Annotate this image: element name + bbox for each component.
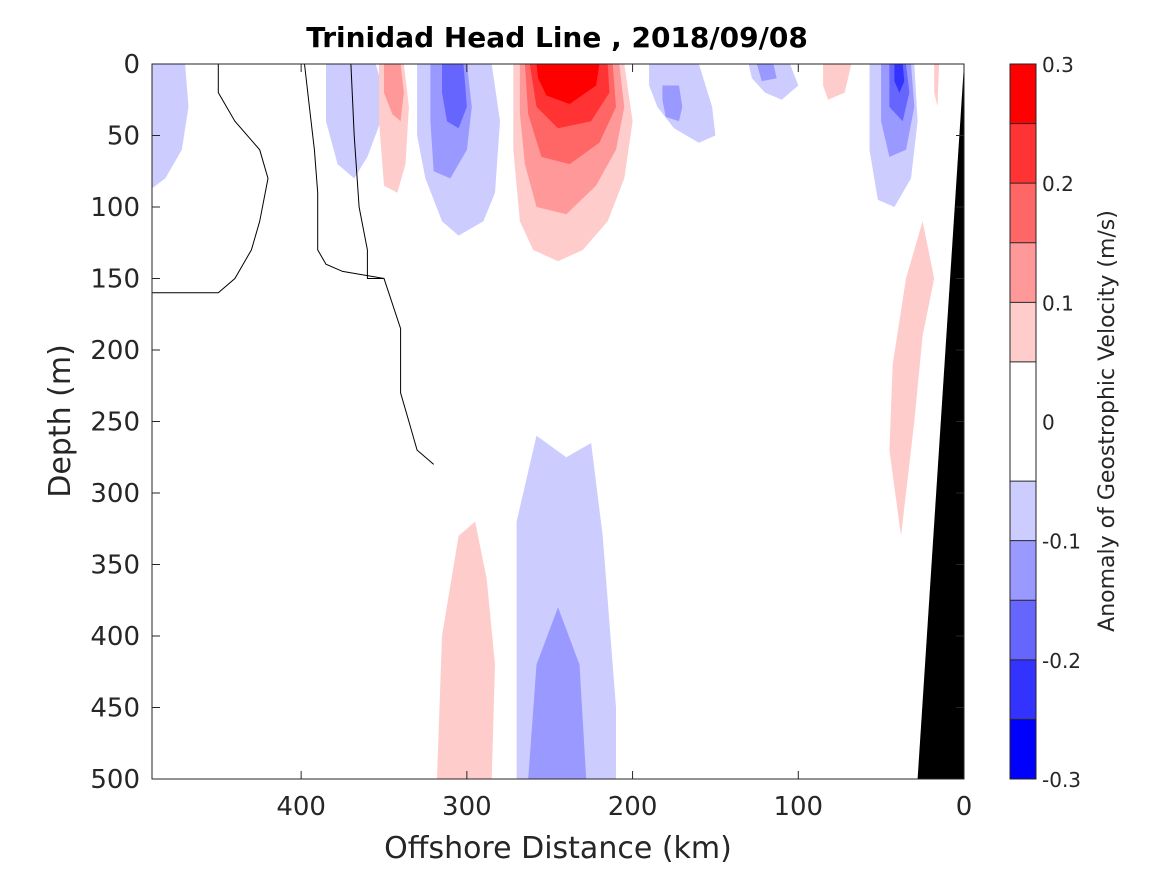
- positive-anomaly-region: [934, 64, 940, 107]
- x-tick-label: 400: [276, 792, 326, 822]
- y-tick-label: 300: [90, 479, 140, 509]
- colorbar-swatch: [1010, 600, 1036, 660]
- colorbar-swatch: [1010, 719, 1036, 779]
- negative-anomaly-region: [442, 64, 467, 129]
- y-tick-label: 50: [107, 122, 140, 152]
- negative-anomaly-region: [528, 607, 587, 779]
- zero-contour-line: [152, 64, 269, 294]
- colorbar-tick-label: -0.3: [1042, 768, 1081, 792]
- x-tick-label: 300: [442, 792, 492, 822]
- y-tick-label: 100: [90, 193, 140, 223]
- zero-contour-line: [350, 64, 384, 279]
- colorbar-swatch: [1010, 123, 1036, 184]
- positive-anomaly-region: [889, 221, 935, 536]
- colorbar-label: Anomaly of Geostrophic Velocity (m/s): [1095, 210, 1120, 632]
- zero-contour-lines: [152, 64, 435, 465]
- y-axis: 0 50 100 150 200 250 300 350 400 450 500: [90, 50, 964, 795]
- y-tick-label: 150: [90, 265, 140, 295]
- negative-anomaly-region: [889, 64, 910, 122]
- negative-anomaly-region: [662, 85, 683, 122]
- seafloor-bathymetry: [917, 64, 964, 779]
- x-tick-label: 100: [773, 792, 823, 822]
- colorbar-tick-label: 0.2: [1042, 172, 1074, 196]
- colorbar-tick-label: 0: [1042, 411, 1055, 435]
- negative-anomaly-region: [326, 64, 384, 179]
- positive-anomaly-region: [536, 64, 600, 104]
- x-tick-label: 200: [608, 792, 658, 822]
- negative-anomaly-region: [894, 64, 905, 93]
- colorbar-swatch: [1010, 302, 1036, 362]
- colorbar: 0.3 0.2 0.1 0 -0.1 -0.2 -0.3: [1009, 53, 1081, 792]
- colorbar-tick-label: -0.1: [1042, 530, 1081, 554]
- positive-anomaly-region: [384, 64, 404, 122]
- x-axis: 400 300 200 100 0: [276, 64, 972, 822]
- chart-title: Trinidad Head Line , 2018/09/08: [306, 21, 808, 54]
- colorbar-swatch: [1010, 481, 1036, 541]
- positive-anomaly-region: [823, 64, 852, 100]
- y-tick-label: 0: [123, 50, 140, 80]
- x-tick-label: 0: [956, 792, 973, 822]
- negative-anomaly-region: [152, 64, 189, 189]
- y-tick-label: 400: [90, 622, 140, 652]
- zero-contour-line: [304, 64, 435, 465]
- negative-anomaly-region: [756, 64, 777, 82]
- colorbar-tick-label: -0.2: [1042, 649, 1081, 673]
- y-axis-label: Depth (m): [43, 344, 78, 498]
- y-tick-label: 500: [90, 765, 140, 795]
- seafloor-shape: [917, 64, 964, 779]
- y-tick-label: 200: [90, 336, 140, 366]
- negative-anomaly-region: [649, 64, 716, 143]
- colorbar-frame: [1009, 63, 1037, 780]
- colorbar-swatch: [1010, 540, 1036, 601]
- colorbar-swatch: [1010, 659, 1036, 720]
- positive-anomaly-region: [437, 521, 495, 779]
- colorbar-swatch: [1010, 183, 1036, 243]
- contour-fills: [152, 64, 940, 779]
- y-tick-label: 350: [90, 551, 140, 581]
- y-tick-label: 250: [90, 408, 140, 438]
- plot-area: [151, 63, 965, 780]
- colorbar-swatch: [1010, 242, 1036, 303]
- colorbar-tick-label: 0.3: [1042, 53, 1074, 77]
- y-tick-label: 450: [90, 694, 140, 724]
- colorbar-swatch: [1010, 64, 1036, 124]
- colorbar-swatch: [1010, 361, 1036, 482]
- colorbar-tick-label: 0.1: [1042, 291, 1074, 315]
- x-axis-label: Offshore Distance (km): [384, 831, 732, 866]
